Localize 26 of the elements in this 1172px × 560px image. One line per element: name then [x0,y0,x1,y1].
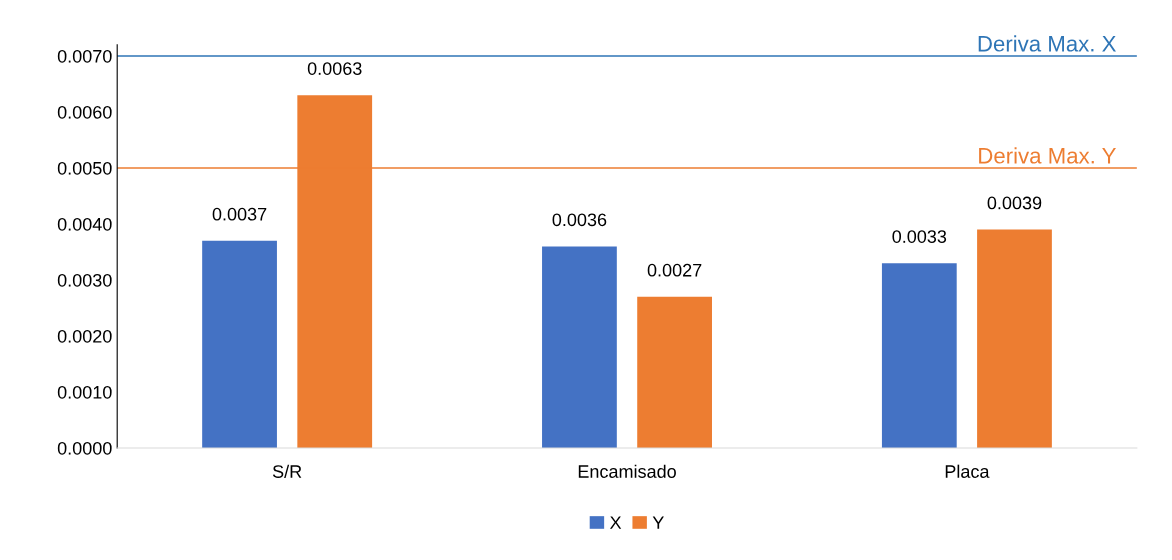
legend-label: Y [652,516,664,529]
bar [542,246,617,448]
ref-line-label: Deriva Max. Y [979,147,1116,164]
y-tick-label: 0.0020 [57,329,112,343]
y-tick-label: 0.0050 [57,161,112,175]
x-tick-label: Encamisado [578,464,676,478]
legend-label: X [609,516,622,529]
y-tick-label: 0.0060 [57,105,112,119]
data-label: 0.0063 [307,62,362,75]
data-label: 0.0033 [892,230,947,243]
bar [881,263,957,448]
y-tick-label: 0.0040 [57,217,112,231]
bar [637,296,712,448]
bar [977,229,1052,448]
data-label: 0.0036 [552,213,607,227]
y-tick-label: 0.0030 [57,273,112,287]
x-tick-label: Placa [945,464,990,478]
data-label: 0.0039 [987,196,1042,210]
y-tick-label: 0.0070 [57,49,112,63]
data-label: 0.0037 [212,207,267,221]
y-tick-label: 0.0000 [57,441,112,455]
ref-line-label: Deriva Max. X [978,35,1116,52]
y-tick-label: 0.0010 [57,385,112,399]
x-tick-label: S/R [272,464,302,478]
bar [202,240,277,448]
data-label: 0.0027 [647,263,702,277]
